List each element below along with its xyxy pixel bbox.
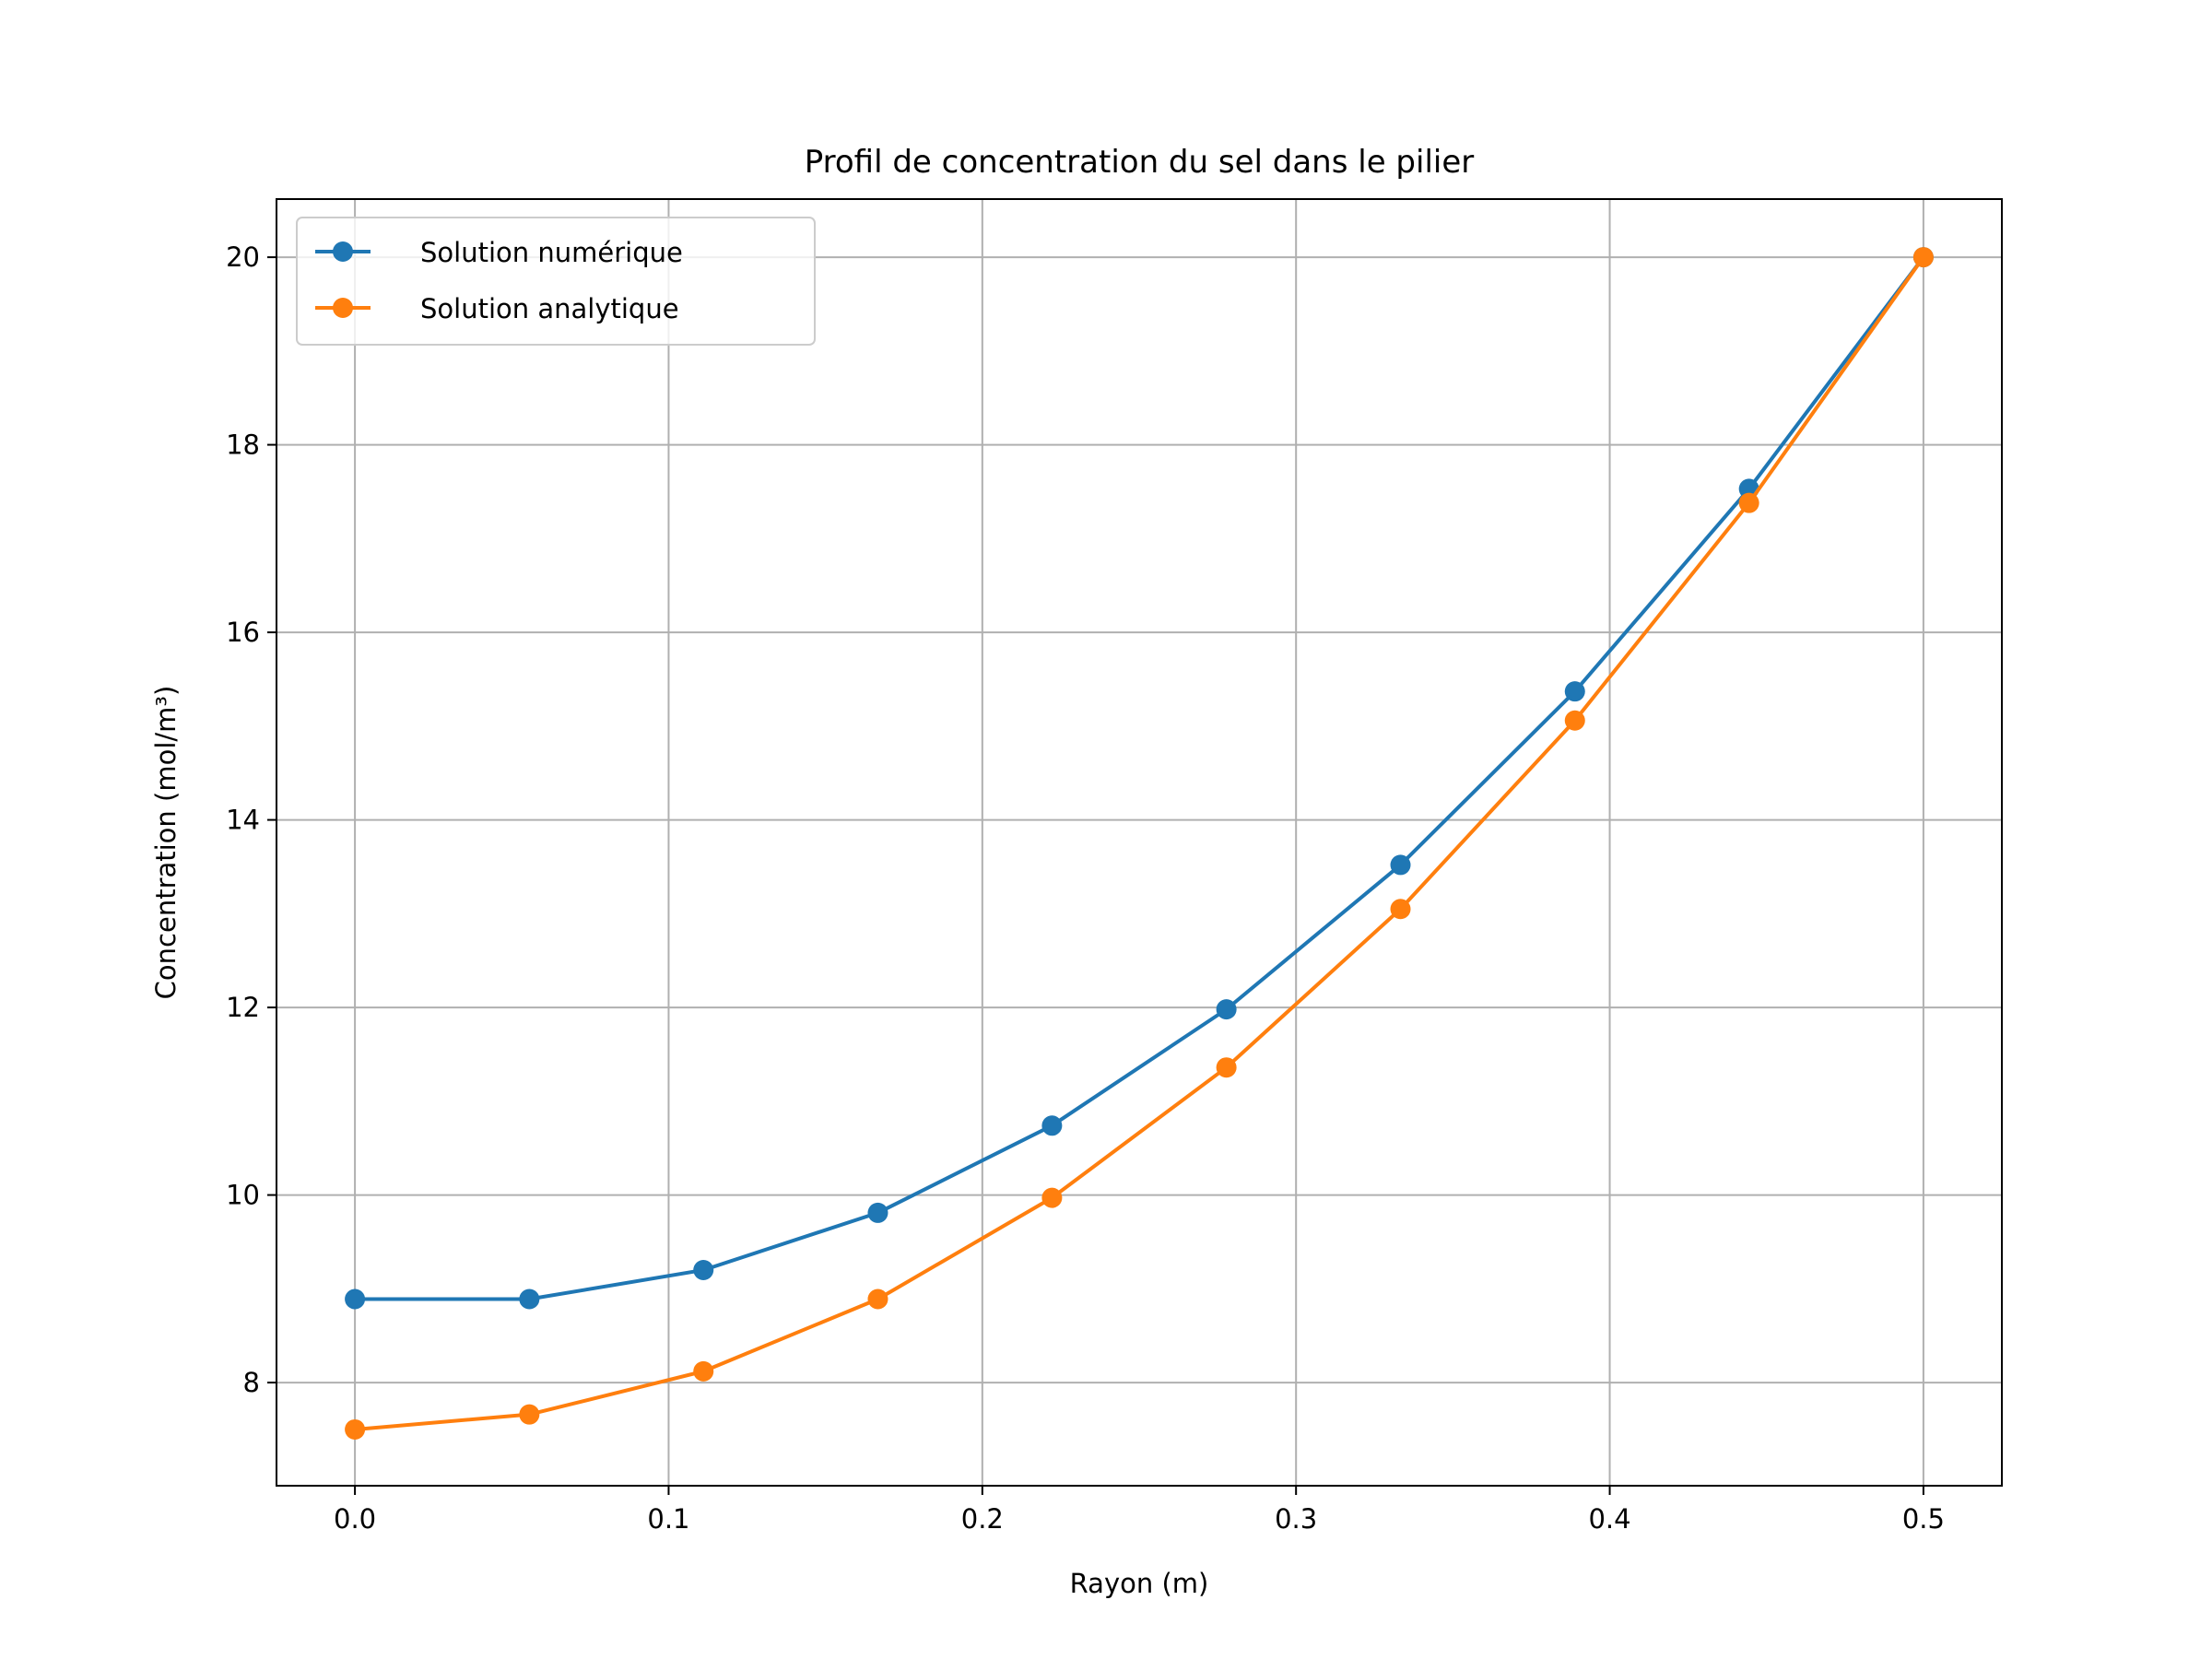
data-point-numerique	[345, 1288, 366, 1310]
x-tick-label: 0.4	[1588, 1503, 1630, 1535]
data-point-numerique	[1216, 999, 1237, 1020]
grid	[276, 199, 2002, 1486]
plot-frame	[276, 198, 2003, 1487]
data-point-analytique	[345, 1418, 366, 1440]
chart-title: Profil de concentration du sel dans le p…	[805, 144, 1475, 181]
data-point-analytique	[1390, 899, 1411, 920]
x-tick-label: 0.0	[334, 1503, 376, 1535]
data-point-analytique	[1216, 1057, 1237, 1078]
legend: Solution numérique Solution analytique	[296, 217, 816, 346]
series-layer	[345, 247, 1934, 1440]
data-point-numerique	[1041, 1115, 1063, 1136]
legend-marker-numerique	[333, 241, 353, 262]
data-point-numerique	[1564, 681, 1585, 702]
x-tick-label: 0.5	[1902, 1503, 1945, 1535]
y-tick-label: 14	[226, 805, 260, 836]
legend-box	[296, 217, 816, 346]
data-point-numerique	[693, 1259, 714, 1280]
data-point-analytique	[1738, 492, 1759, 513]
series-line-analytique	[354, 255, 1925, 1431]
data-point-numerique	[519, 1288, 540, 1310]
data-point-analytique	[1912, 247, 1934, 268]
data-point-analytique	[867, 1288, 888, 1310]
x-axis-label: Rayon (m)	[1070, 1568, 1209, 1599]
axis-ticks: 0.0 0.1 0.2 0.3 0.4 0.5 8 10 12 14 16 18 20	[226, 241, 1945, 1535]
x-tick-label: 0.3	[1275, 1503, 1317, 1535]
y-tick-label: 20	[226, 241, 260, 273]
data-point-numerique	[1390, 854, 1411, 876]
x-tick-label: 0.2	[961, 1503, 1004, 1535]
y-tick-label: 12	[226, 992, 260, 1023]
x-tick-label: 0.1	[647, 1503, 689, 1535]
series-line-numerique	[355, 255, 1925, 1301]
y-tick-label: 16	[226, 617, 260, 648]
data-point-analytique	[1564, 710, 1585, 731]
y-axis-label: Concentration (mol/m³)	[150, 686, 182, 1000]
data-point-numerique	[867, 1202, 888, 1223]
y-tick-label: 10	[226, 1180, 260, 1211]
legend-label-analytique: Solution analytique	[420, 293, 679, 324]
y-tick-label: 18	[226, 429, 260, 461]
data-point-analytique	[1041, 1187, 1063, 1208]
y-tick-label: 8	[243, 1367, 260, 1398]
legend-label-numerique: Solution numérique	[420, 237, 683, 268]
legend-marker-analytique	[333, 298, 353, 318]
data-point-analytique	[519, 1404, 540, 1425]
data-point-analytique	[693, 1360, 714, 1382]
